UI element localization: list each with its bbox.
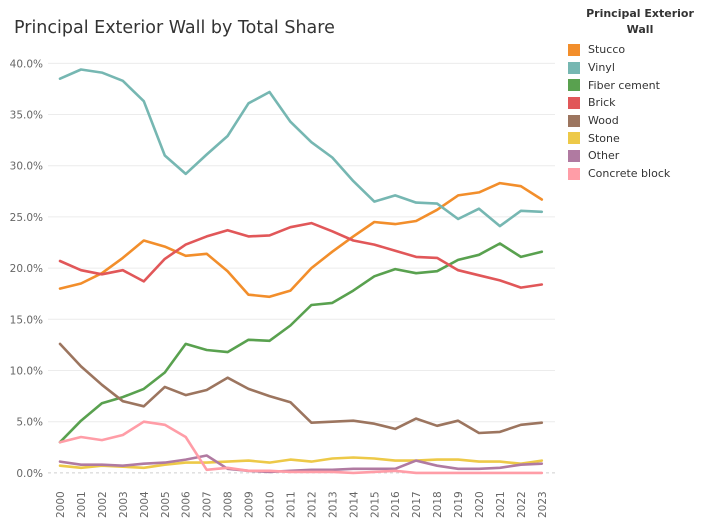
x-tick-label: 2013 xyxy=(327,491,339,518)
x-tick-label: 2000 xyxy=(55,491,67,518)
series-line-stone xyxy=(58,456,544,470)
legend-item: Brick xyxy=(560,94,706,112)
legend-label: Stucco xyxy=(588,43,626,57)
x-axis: 2000 2001 2002 2003 2004 2005 2006 2007 2008 2009… xyxy=(55,491,549,518)
y-tick-label: 30.0% xyxy=(10,161,43,173)
legend-swatch xyxy=(568,132,580,145)
x-tick-label: 2017 xyxy=(411,491,423,518)
legend: Principal Exterior Wall Stucco Vinyl Fiber… xyxy=(560,6,706,183)
y-tick-label: 25.0% xyxy=(10,212,43,224)
legend-swatch xyxy=(568,61,580,74)
x-tick-label: 2014 xyxy=(348,491,360,518)
series-line-wood xyxy=(58,342,544,435)
legend-label: Stone xyxy=(588,131,620,145)
series-line-other xyxy=(58,454,544,474)
legend-swatch xyxy=(568,96,580,109)
x-tick-label: 2005 xyxy=(160,491,172,518)
series-line-concrete-block xyxy=(58,420,544,475)
legend-item: Stone xyxy=(560,129,706,147)
x-tick-label: 2004 xyxy=(139,491,151,518)
x-tick-label: 2012 xyxy=(306,491,318,518)
legend-label: Fiber cement xyxy=(588,78,660,92)
x-tick-label: 2007 xyxy=(202,491,214,518)
legend-label: Wood xyxy=(588,114,619,128)
legend-item: Other xyxy=(560,147,706,165)
series-line-vinyl xyxy=(58,68,544,228)
legend-item: Vinyl xyxy=(560,59,706,77)
x-tick-label: 2002 xyxy=(97,491,109,518)
x-tick-label: 2006 xyxy=(181,491,193,518)
legend-swatch xyxy=(568,43,580,56)
x-tick-label: 2023 xyxy=(537,491,549,518)
legend-item: Stucco xyxy=(560,41,706,59)
x-tick-label: 2011 xyxy=(285,491,297,518)
legend-swatch xyxy=(568,167,580,180)
x-tick-label: 2019 xyxy=(453,491,465,518)
legend-title: Principal Exterior Wall xyxy=(586,7,694,36)
legend-label: Vinyl xyxy=(588,61,615,75)
legend-label: Brick xyxy=(588,96,616,110)
legend-swatch xyxy=(568,79,580,92)
x-tick-label: 2016 xyxy=(390,491,402,518)
x-tick-label: 2020 xyxy=(474,491,486,518)
x-tick-label: 2022 xyxy=(516,491,528,518)
x-tick-label: 2015 xyxy=(369,491,381,518)
y-tick-label: 20.0% xyxy=(10,263,43,275)
legend-item: Wood xyxy=(560,112,706,130)
y-tick-label: 0.0% xyxy=(16,468,43,480)
legend-label: Concrete block xyxy=(588,167,671,181)
y-tick-label: 10.0% xyxy=(10,366,43,378)
y-tick-label: 15.0% xyxy=(10,314,43,326)
x-tick-label: 2003 xyxy=(118,491,130,518)
x-tick-label: 2008 xyxy=(223,491,235,518)
legend-label: Other xyxy=(588,149,620,163)
x-tick-label: 2021 xyxy=(495,491,507,518)
legend-items: Stucco Vinyl Fiber cement Brick Wood Stone Oth… xyxy=(560,41,706,183)
chart-title: Principal Exterior Wall by Total Share xyxy=(14,18,335,38)
x-tick-label: 2001 xyxy=(76,491,88,518)
legend-item: Concrete block xyxy=(560,165,706,183)
series-line-fiber-cement xyxy=(58,242,544,444)
series-lines xyxy=(58,68,544,475)
x-tick-label: 2009 xyxy=(244,491,256,518)
legend-swatch xyxy=(568,114,580,127)
series-line-stucco xyxy=(58,181,544,299)
y-tick-label: 35.0% xyxy=(10,110,43,122)
series-line-brick xyxy=(58,221,544,289)
x-tick-label: 2010 xyxy=(265,491,277,518)
legend-swatch xyxy=(568,149,580,162)
legend-item: Fiber cement xyxy=(560,76,706,94)
y-tick-label: 5.0% xyxy=(16,417,43,429)
y-axis: 0.0% 5.0% 10.0% 15.0% 20.0% 25.0% 30.0% 35.0% 40… xyxy=(10,58,43,480)
x-tick-label: 2018 xyxy=(432,491,444,518)
y-tick-label: 40.0% xyxy=(10,58,43,70)
